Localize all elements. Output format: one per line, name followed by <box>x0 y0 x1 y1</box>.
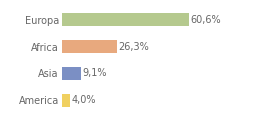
Bar <box>62 94 70 107</box>
Bar <box>62 67 81 80</box>
Text: 26,3%: 26,3% <box>118 42 149 52</box>
Bar <box>62 13 189 26</box>
Text: 4,0%: 4,0% <box>72 95 96 105</box>
Text: 9,1%: 9,1% <box>82 68 107 78</box>
Text: 60,6%: 60,6% <box>190 15 221 25</box>
Bar <box>62 40 117 53</box>
